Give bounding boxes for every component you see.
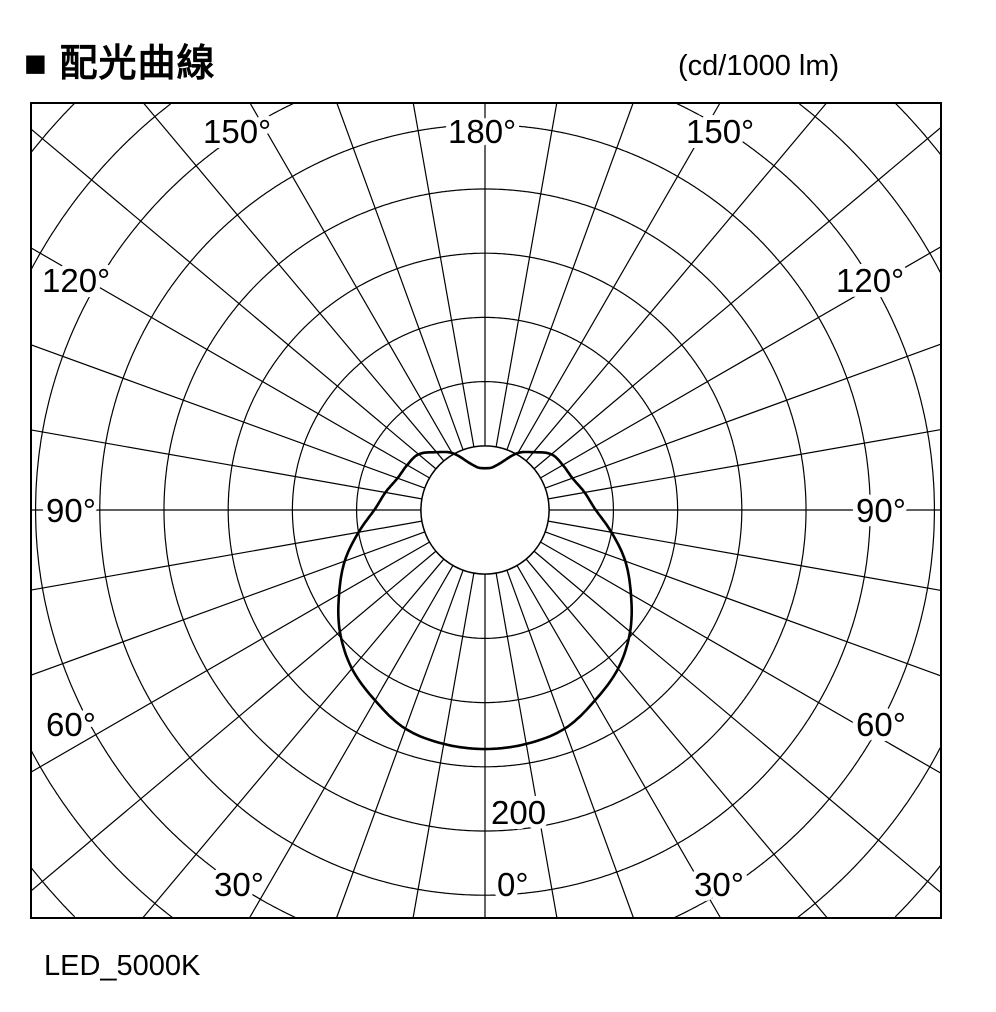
grid-ray: [516, 565, 722, 919]
angle-label-60-left: 60°: [46, 706, 96, 743]
unit-label: (cd/1000 lm): [678, 50, 840, 82]
polar-grid: [30, 102, 942, 919]
grid-ray: [548, 520, 942, 591]
angle-label-30-left: 30°: [214, 866, 264, 903]
angle-label-150-left: 150°: [203, 113, 271, 150]
grid-ray: [540, 246, 942, 479]
grid-ray: [30, 429, 422, 500]
grid-ray: [525, 102, 827, 462]
grid-ray: [525, 558, 828, 919]
angle-label-90-right: 90°: [856, 492, 906, 529]
grid-ray: [30, 550, 437, 892]
angle-label-0: 0°: [497, 866, 529, 903]
angle-label-120-left: 120°: [42, 262, 110, 299]
grid-ray: [30, 531, 425, 676]
grid-ray: [30, 520, 422, 591]
grid-ray: [142, 558, 445, 919]
angle-label-90-left: 90°: [46, 492, 96, 529]
grid-ray: [248, 565, 454, 919]
angle-label-60-right: 60°: [856, 706, 906, 743]
grid-ray: [516, 102, 721, 455]
grid-ray: [540, 541, 942, 774]
grid-ray: [548, 429, 942, 500]
grid-ray: [495, 573, 558, 919]
grid-ray: [533, 126, 942, 470]
grid-ray: [30, 344, 425, 489]
radial-tick-label-200: 200: [491, 794, 546, 831]
grid-ray: [506, 570, 635, 919]
chart-title: ■ 配光曲線: [24, 43, 216, 85]
grid-ray: [30, 247, 430, 479]
angle-label-120-right: 120°: [836, 262, 904, 299]
grid-ring: [30, 102, 941, 918]
grid-ray: [335, 570, 464, 919]
series-caption: LED_5000K: [44, 950, 201, 982]
grid-ray: [412, 573, 475, 919]
grid-ray: [30, 128, 437, 470]
grid-ring: [35, 102, 935, 918]
grid-ray: [495, 102, 558, 447]
grid-ray: [533, 550, 942, 894]
angle-label-180: 180°: [448, 113, 516, 150]
grid-ray: [249, 102, 454, 455]
grid-ray: [506, 102, 634, 450]
grid-ray: [30, 541, 430, 773]
grid-ray: [545, 343, 942, 489]
grid-ray: [336, 102, 464, 450]
grid-ray: [412, 102, 475, 447]
distribution-curve: [337, 450, 633, 751]
grid-ray: [143, 102, 445, 462]
center-circle: [420, 445, 550, 575]
chart-frame: [30, 102, 942, 919]
angle-label-150-right: 150°: [686, 113, 754, 150]
angle-label-30-right: 30°: [694, 866, 744, 903]
grid-ray: [545, 531, 942, 677]
